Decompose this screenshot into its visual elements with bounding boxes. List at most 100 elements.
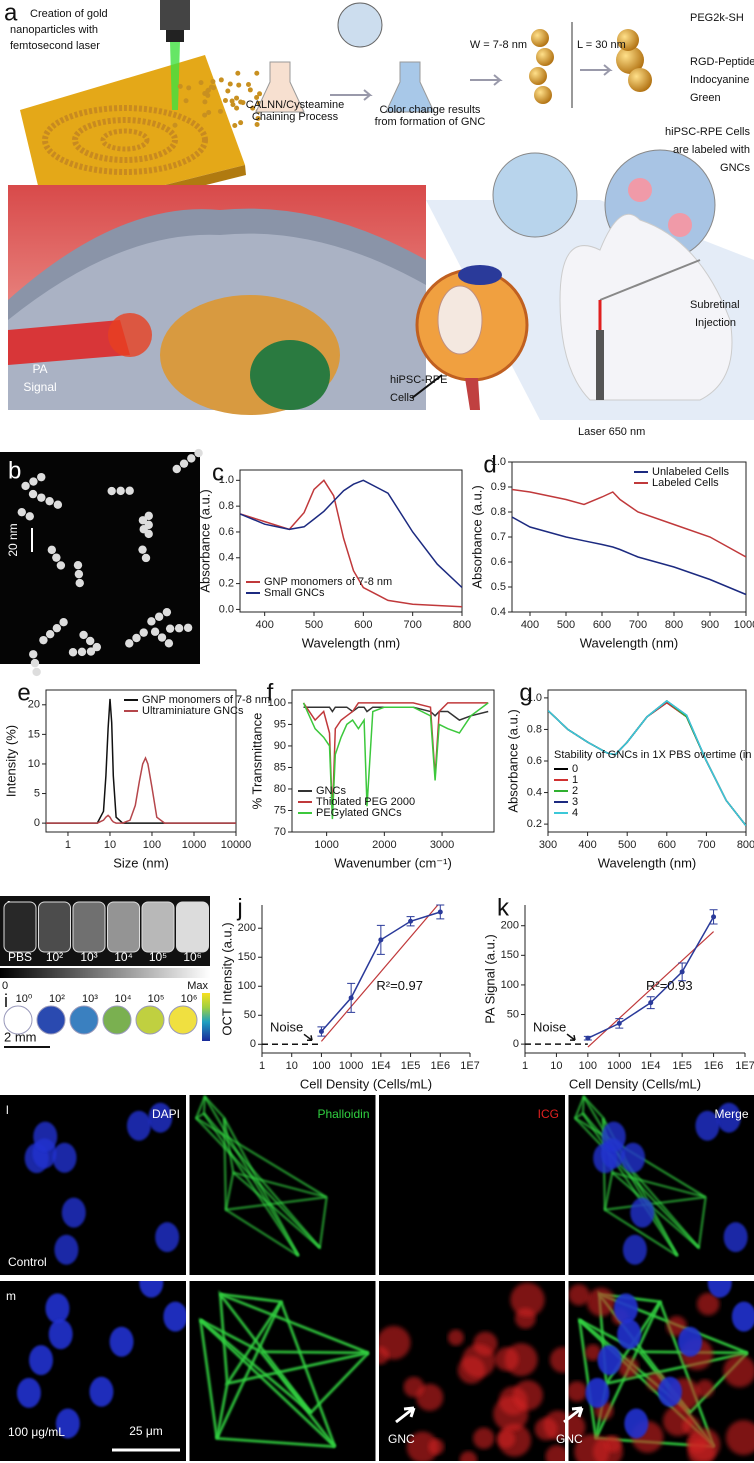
y-tick-label: 0.0 — [219, 603, 234, 615]
nanoparticle — [52, 553, 61, 562]
nanoparticles — [17, 448, 203, 677]
y-tick-label: 0.8 — [527, 723, 542, 735]
coating: PEG2k-SH — [690, 12, 744, 24]
y-tick-label: 0.6 — [527, 755, 542, 767]
nanoparticle — [132, 633, 141, 643]
caption: Color change results — [380, 104, 481, 116]
y-tick-label: 100 — [238, 980, 256, 992]
nucleus — [657, 1376, 682, 1407]
caption: nanoparticles with — [10, 24, 98, 36]
condition-label: Control — [8, 1255, 47, 1269]
fit-line — [320, 905, 439, 1042]
nucleus — [55, 1408, 80, 1439]
well-label: PBS — [8, 950, 32, 964]
zoom-inset — [337, 2, 383, 48]
data-point — [585, 1035, 591, 1041]
x-tick-label: 1 — [65, 839, 71, 851]
panel-a-illustration: a Creation of gold nanoparticles with fe… — [4, 0, 754, 438]
caption: Laser 650 nm — [578, 426, 645, 438]
legend-label: 1 — [572, 774, 578, 786]
nanoparticle — [198, 80, 204, 86]
nanoparticle — [232, 122, 238, 128]
well-label: 10² — [49, 993, 65, 1005]
icg — [510, 1282, 545, 1317]
y-tick-label: 1.0 — [491, 456, 506, 468]
nanoparticle — [45, 496, 54, 506]
cell — [668, 213, 692, 237]
x-tick-label: 600 — [658, 839, 676, 851]
legend-label: Small GNCs — [264, 587, 325, 599]
nucleus — [45, 1293, 70, 1324]
stain — [568, 1281, 754, 1461]
icg — [403, 1376, 425, 1398]
actin — [204, 1096, 300, 1257]
x-tick-label: 1E5 — [401, 1060, 421, 1072]
icg — [428, 1438, 445, 1455]
nanoparticle — [254, 122, 260, 128]
well-label: 10⁴ — [114, 950, 133, 964]
panel-b: b 20 nm — [0, 448, 203, 677]
icg — [406, 1431, 439, 1461]
caption: GNCs — [720, 162, 750, 174]
data-point — [437, 909, 443, 915]
actin — [203, 1095, 225, 1119]
well-label: 10⁰ — [16, 993, 33, 1005]
nucleus — [89, 1376, 114, 1407]
gnc-cluster — [108, 313, 152, 357]
nucleus — [54, 1234, 79, 1265]
well-label: 10⁶ — [181, 993, 198, 1005]
y-tick-label: 0.6 — [219, 526, 234, 538]
x-tick-label: 1E6 — [704, 1060, 724, 1072]
nanoparticle — [147, 617, 156, 626]
y-tick-label: 85 — [274, 761, 286, 773]
x-tick-label: 700 — [697, 839, 715, 851]
icg — [447, 1329, 464, 1346]
colorbar-label: 0 — [2, 980, 8, 992]
nanoparticle — [29, 477, 38, 486]
legend-label: 2 — [572, 785, 578, 797]
x-tick-label: 1000 — [607, 1060, 631, 1072]
y-axis-label: Absorbance (a.u.) — [197, 489, 212, 592]
nanoparticle — [85, 636, 95, 646]
y-tick-label: 5 — [34, 787, 40, 799]
data-point — [648, 1000, 654, 1006]
y-axis-label: Absorbance (a.u.) — [469, 485, 484, 588]
x-tick-label: 2000 — [372, 839, 396, 851]
nucleus — [139, 1281, 164, 1298]
y-tick-label: 90 — [274, 740, 286, 752]
actin — [598, 1293, 748, 1355]
caption: femtosecond laser — [10, 40, 100, 52]
caption: from formation of GNC — [375, 116, 486, 128]
x-tick-label: 3000 — [430, 839, 454, 851]
y-tick-label: 1.0 — [527, 692, 542, 704]
icg — [696, 1292, 720, 1316]
objective — [166, 30, 184, 42]
x-tick-label: 1E7 — [735, 1060, 754, 1072]
icg — [512, 1380, 543, 1411]
x-axis-label: Wavelength (nm) — [302, 635, 401, 650]
well — [107, 901, 140, 953]
actin — [195, 1117, 328, 1198]
x-tick-label: 500 — [557, 619, 575, 631]
x-tick-label: 1000 — [182, 839, 206, 851]
nanoparticle — [53, 500, 63, 509]
well — [168, 1005, 198, 1035]
icg — [379, 1325, 411, 1360]
nanoparticle — [257, 91, 263, 97]
nanoparticle — [74, 569, 84, 579]
charts: 400 500 600 700 8000.00.20.40.60.81.0Wavelen… — [3, 451, 754, 1091]
stain — [24, 1102, 180, 1265]
arrow — [411, 374, 443, 399]
zoom-inset — [492, 152, 578, 238]
x-tick-label: 700 — [403, 619, 421, 631]
x-tick-label: 400 — [255, 619, 273, 631]
y-tick-label: 80 — [274, 783, 286, 795]
y-axis-label: Intensity (%) — [3, 725, 18, 797]
nucleus — [617, 1319, 642, 1350]
arrow — [470, 74, 503, 86]
nucleus — [16, 1377, 41, 1408]
width-label: W = 7-8 nm — [470, 39, 527, 51]
stain — [379, 1282, 565, 1461]
nanoparticle — [75, 578, 84, 588]
